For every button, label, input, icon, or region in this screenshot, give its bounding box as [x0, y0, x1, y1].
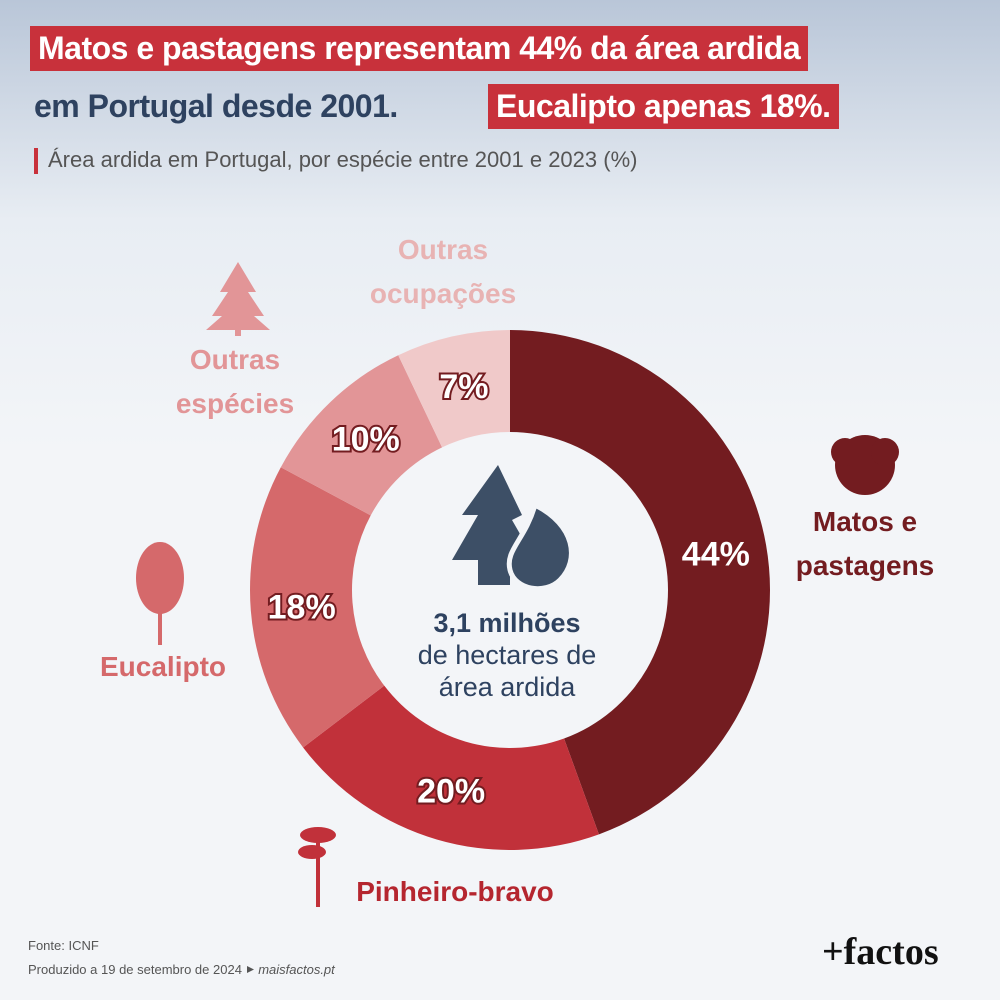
bush-icon — [871, 438, 899, 466]
donut-slice — [510, 330, 770, 835]
bush-icon — [831, 438, 859, 466]
subtitle: Área ardida em Portugal, por espécie ent… — [48, 147, 638, 172]
category-label: Pinheiro-bravo — [356, 876, 554, 907]
center-text: 3,1 milhões — [433, 608, 580, 638]
value-label: 7% — [439, 368, 488, 406]
tree-icon — [206, 262, 270, 330]
logo: +factos — [822, 931, 939, 973]
value-label: 20% — [417, 773, 485, 811]
tree-icon — [316, 835, 320, 907]
donut-slice — [249, 467, 385, 748]
tree-icon — [136, 542, 184, 614]
value-label: 18% — [268, 589, 336, 627]
footer: Produzido a 19 de setembro de 2024 maisf… — [28, 962, 335, 977]
donut — [249, 330, 770, 850]
center-text: de hectares de — [418, 640, 597, 670]
category-label: Outras ocupações — [369, 234, 517, 309]
produced: Produzido a 19 de setembro de 2024 — [28, 962, 242, 977]
title-line: Matos e pastagens representam 44% da áre… — [30, 26, 809, 71]
center-icon — [506, 501, 574, 592]
value-label: 44% — [682, 536, 750, 574]
category-label: Eucalipto — [99, 651, 226, 682]
donut-slice — [280, 355, 443, 516]
tree-icon — [235, 328, 241, 336]
site: maisfactos.pt — [258, 962, 335, 977]
title-line: em Portugal desde 2001. — [34, 88, 398, 124]
category-label: Outras espécies — [175, 344, 295, 419]
value-label: 10% — [332, 421, 400, 459]
tree-icon — [158, 600, 162, 645]
donut-hole — [353, 433, 667, 747]
donut-slice — [398, 330, 510, 448]
source: Fonte: ICNF — [28, 938, 99, 953]
arrow-icon — [246, 966, 254, 973]
icons — [136, 262, 899, 907]
category-label: Matos e pastagens — [795, 506, 935, 581]
title-highlight: Eucalipto apenas 18%. — [488, 84, 839, 129]
center-text: área ardida — [439, 672, 577, 702]
tree-icon — [298, 845, 326, 859]
donut-slice — [303, 685, 599, 850]
subtitle-marker — [34, 148, 38, 174]
